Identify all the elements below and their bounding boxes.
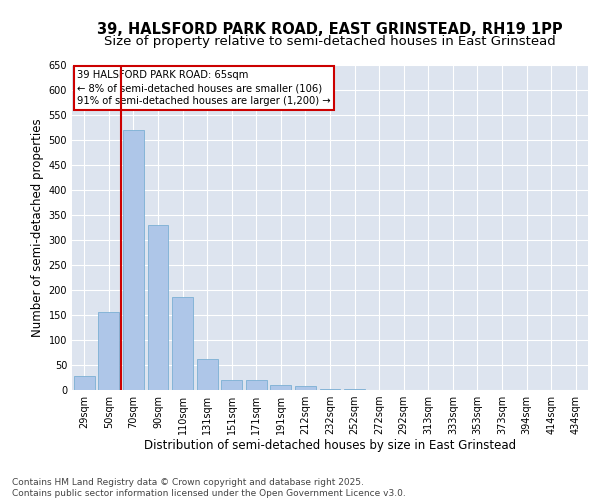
- Text: 39, HALSFORD PARK ROAD, EAST GRINSTEAD, RH19 1PP: 39, HALSFORD PARK ROAD, EAST GRINSTEAD, …: [97, 22, 563, 38]
- X-axis label: Distribution of semi-detached houses by size in East Grinstead: Distribution of semi-detached houses by …: [144, 438, 516, 452]
- Y-axis label: Number of semi-detached properties: Number of semi-detached properties: [31, 118, 44, 337]
- Bar: [98, 312, 119, 390]
- Bar: [344, 389, 365, 390]
- Bar: [172, 296, 193, 390]
- Bar: [197, 359, 218, 390]
- Bar: [74, 376, 95, 390]
- Bar: [320, 388, 340, 390]
- Bar: [123, 130, 144, 390]
- Text: 39 HALSFORD PARK ROAD: 65sqm
← 8% of semi-detached houses are smaller (106)
91% : 39 HALSFORD PARK ROAD: 65sqm ← 8% of sem…: [77, 70, 331, 106]
- Bar: [295, 386, 316, 390]
- Bar: [221, 380, 242, 390]
- Text: Contains HM Land Registry data © Crown copyright and database right 2025.
Contai: Contains HM Land Registry data © Crown c…: [12, 478, 406, 498]
- Bar: [246, 380, 267, 390]
- Bar: [271, 384, 292, 390]
- Text: Size of property relative to semi-detached houses in East Grinstead: Size of property relative to semi-detach…: [104, 35, 556, 48]
- Bar: [148, 225, 169, 390]
